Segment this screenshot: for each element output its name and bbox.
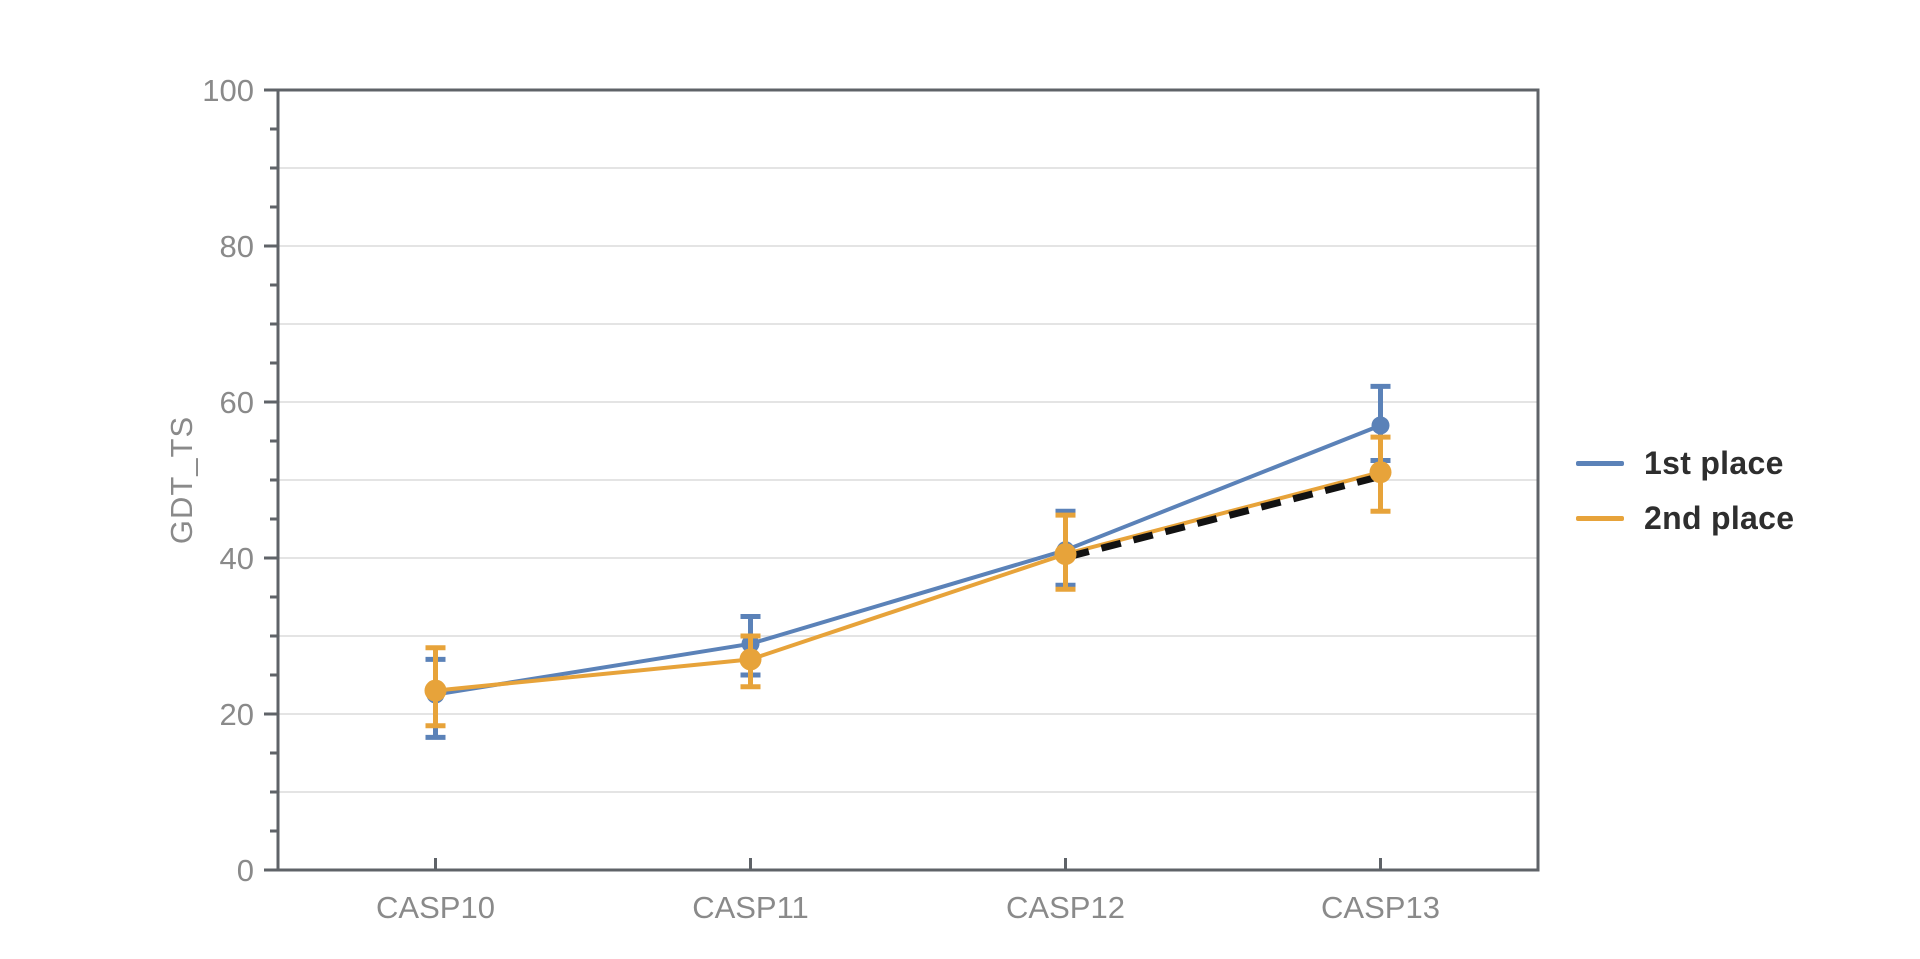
axis-ticks — [264, 88, 1382, 872]
svg-text:80: 80 — [220, 229, 254, 264]
y-tick-labels: 0 20 40 60 80 100 — [202, 73, 254, 888]
svg-text:CASP12: CASP12 — [1006, 890, 1125, 925]
svg-text:CASP10: CASP10 — [376, 890, 495, 925]
svg-text:20: 20 — [220, 697, 254, 732]
series-1st-place-markers — [426, 416, 1390, 704]
series-2nd-place-markers — [424, 461, 1392, 702]
legend-swatch-2nd-place — [1576, 515, 1624, 521]
svg-text:0: 0 — [237, 853, 254, 888]
svg-text:40: 40 — [220, 541, 254, 576]
series-2nd-place-line — [433, 470, 1383, 693]
legend-label-1st-place: 1st place — [1644, 444, 1784, 481]
svg-text:100: 100 — [202, 73, 254, 108]
legend: 1st place 2nd place — [1576, 444, 1795, 536]
svg-text:60: 60 — [220, 385, 254, 420]
svg-text:CASP11: CASP11 — [692, 890, 809, 925]
svg-text:CASP13: CASP13 — [1321, 890, 1440, 925]
x-tick-labels: CASP10 CASP11 CASP12 CASP13 — [376, 890, 1440, 925]
legend-label-2nd-place: 2nd place — [1644, 499, 1795, 536]
legend-swatch-1st-place — [1576, 460, 1624, 466]
dashed-trend-line — [1068, 473, 1380, 560]
series-1st-place-line — [433, 423, 1383, 697]
series-1st-place-error-bars — [425, 383, 1391, 740]
legend-item-2nd-place: 2nd place — [1576, 499, 1795, 536]
y-axis-title: GDT_TS — [164, 416, 199, 544]
gridlines — [278, 167, 1538, 793]
legend-item-1st-place: 1st place — [1576, 444, 1794, 481]
svg-text:GDT_TS: GDT_TS — [164, 416, 199, 544]
